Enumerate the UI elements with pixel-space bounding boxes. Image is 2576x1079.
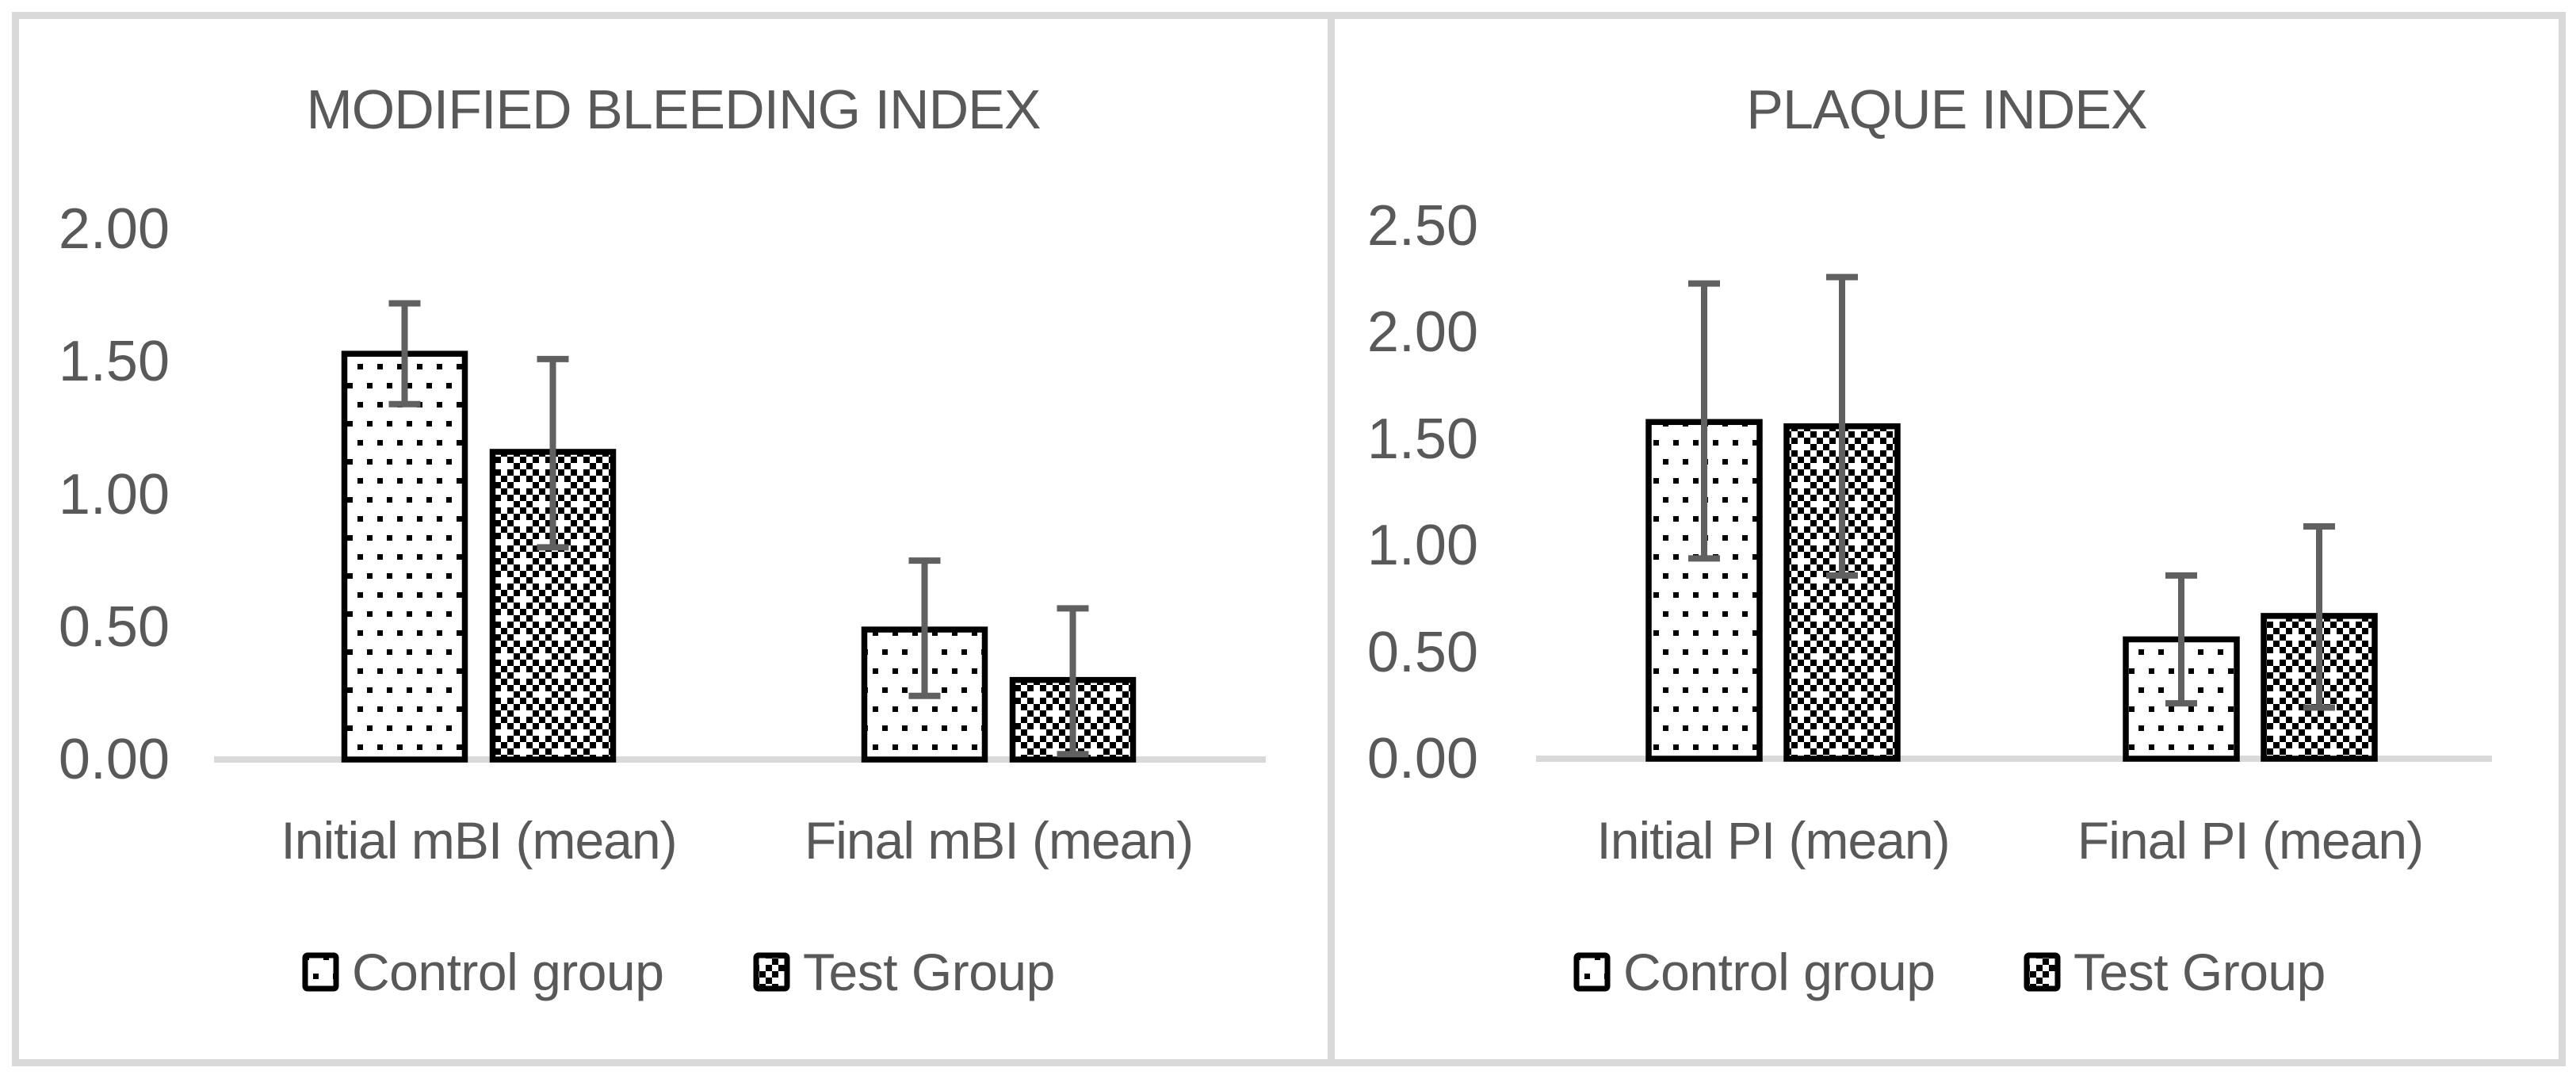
y-tick-label-1.00: 1.00 xyxy=(58,462,170,526)
legend-label: Control group xyxy=(352,943,664,1001)
error-bar xyxy=(2303,523,2335,711)
legend-label: Test Group xyxy=(803,943,1055,1001)
category-label-1: Initial mBI (mean) xyxy=(281,811,677,870)
y-tick-label-2.50: 2.50 xyxy=(1366,194,1478,258)
legend-swatch-checker-icon xyxy=(2024,952,2061,992)
legend-item-checker: Test Group xyxy=(753,943,1055,1001)
category-label-1: Initial PI (mean) xyxy=(1596,811,1950,870)
pi-plot-area xyxy=(1536,274,2492,762)
mbi-plot-area xyxy=(214,300,1266,763)
y-tick-label-0.50: 0.50 xyxy=(58,595,170,659)
error-bar xyxy=(1826,274,1858,579)
legend-swatch-dots-icon xyxy=(302,952,339,992)
legend-item-checker: Test Group xyxy=(2024,943,2326,1001)
y-tick-label-0.00: 0.00 xyxy=(58,728,170,791)
chart-panel-modified-bleeding-index: MODIFIED BLEEDING INDEX 0.00 0.50 1.00 1.50… xyxy=(19,19,1328,1059)
y-tick-label-0.50: 0.50 xyxy=(1366,620,1478,684)
error-bar xyxy=(1688,280,1720,562)
y-tick-label-2.00: 2.00 xyxy=(58,197,170,261)
category-label-2: Final mBI (mean) xyxy=(804,811,1194,870)
legend-swatch-dots-icon xyxy=(1573,952,1611,992)
chart-title-pi: PLAQUE INDEX xyxy=(1746,78,2147,140)
category-label-2: Final PI (mean) xyxy=(2077,811,2424,870)
legend-label: Control group xyxy=(1623,943,1936,1001)
legend-label: Test Group xyxy=(2073,943,2326,1001)
figure-frame xyxy=(12,12,2566,1066)
legend-item-dots: Control group xyxy=(302,943,664,1001)
y-tick-label-2.00: 2.00 xyxy=(1366,300,1478,365)
chart-title-mbi: MODIFIED BLEEDING INDEX xyxy=(306,78,1041,140)
y-tick-label-0.00: 0.00 xyxy=(1366,727,1478,790)
y-tick-label-1.50: 1.50 xyxy=(1366,407,1478,471)
pattern-defs xyxy=(0,0,1,1)
legend-item-dots: Control group xyxy=(1573,943,1936,1001)
error-bar xyxy=(537,355,569,551)
panel-divider xyxy=(1328,19,1335,1059)
legend-swatch-checker-icon xyxy=(753,952,790,992)
error-bar xyxy=(908,557,941,699)
error-bar xyxy=(388,300,421,407)
bar-control-group-1 xyxy=(341,350,468,763)
error-bar xyxy=(1057,605,1089,758)
y-tick-label-1.00: 1.00 xyxy=(1366,514,1478,578)
y-tick-label-1.50: 1.50 xyxy=(58,330,170,394)
chart-panel-plaque-index: PLAQUE INDEX 0.00 0.50 1.00 1.50 2.00 2.50 Ini… xyxy=(1335,19,2559,1059)
error-bar xyxy=(2165,572,2197,707)
